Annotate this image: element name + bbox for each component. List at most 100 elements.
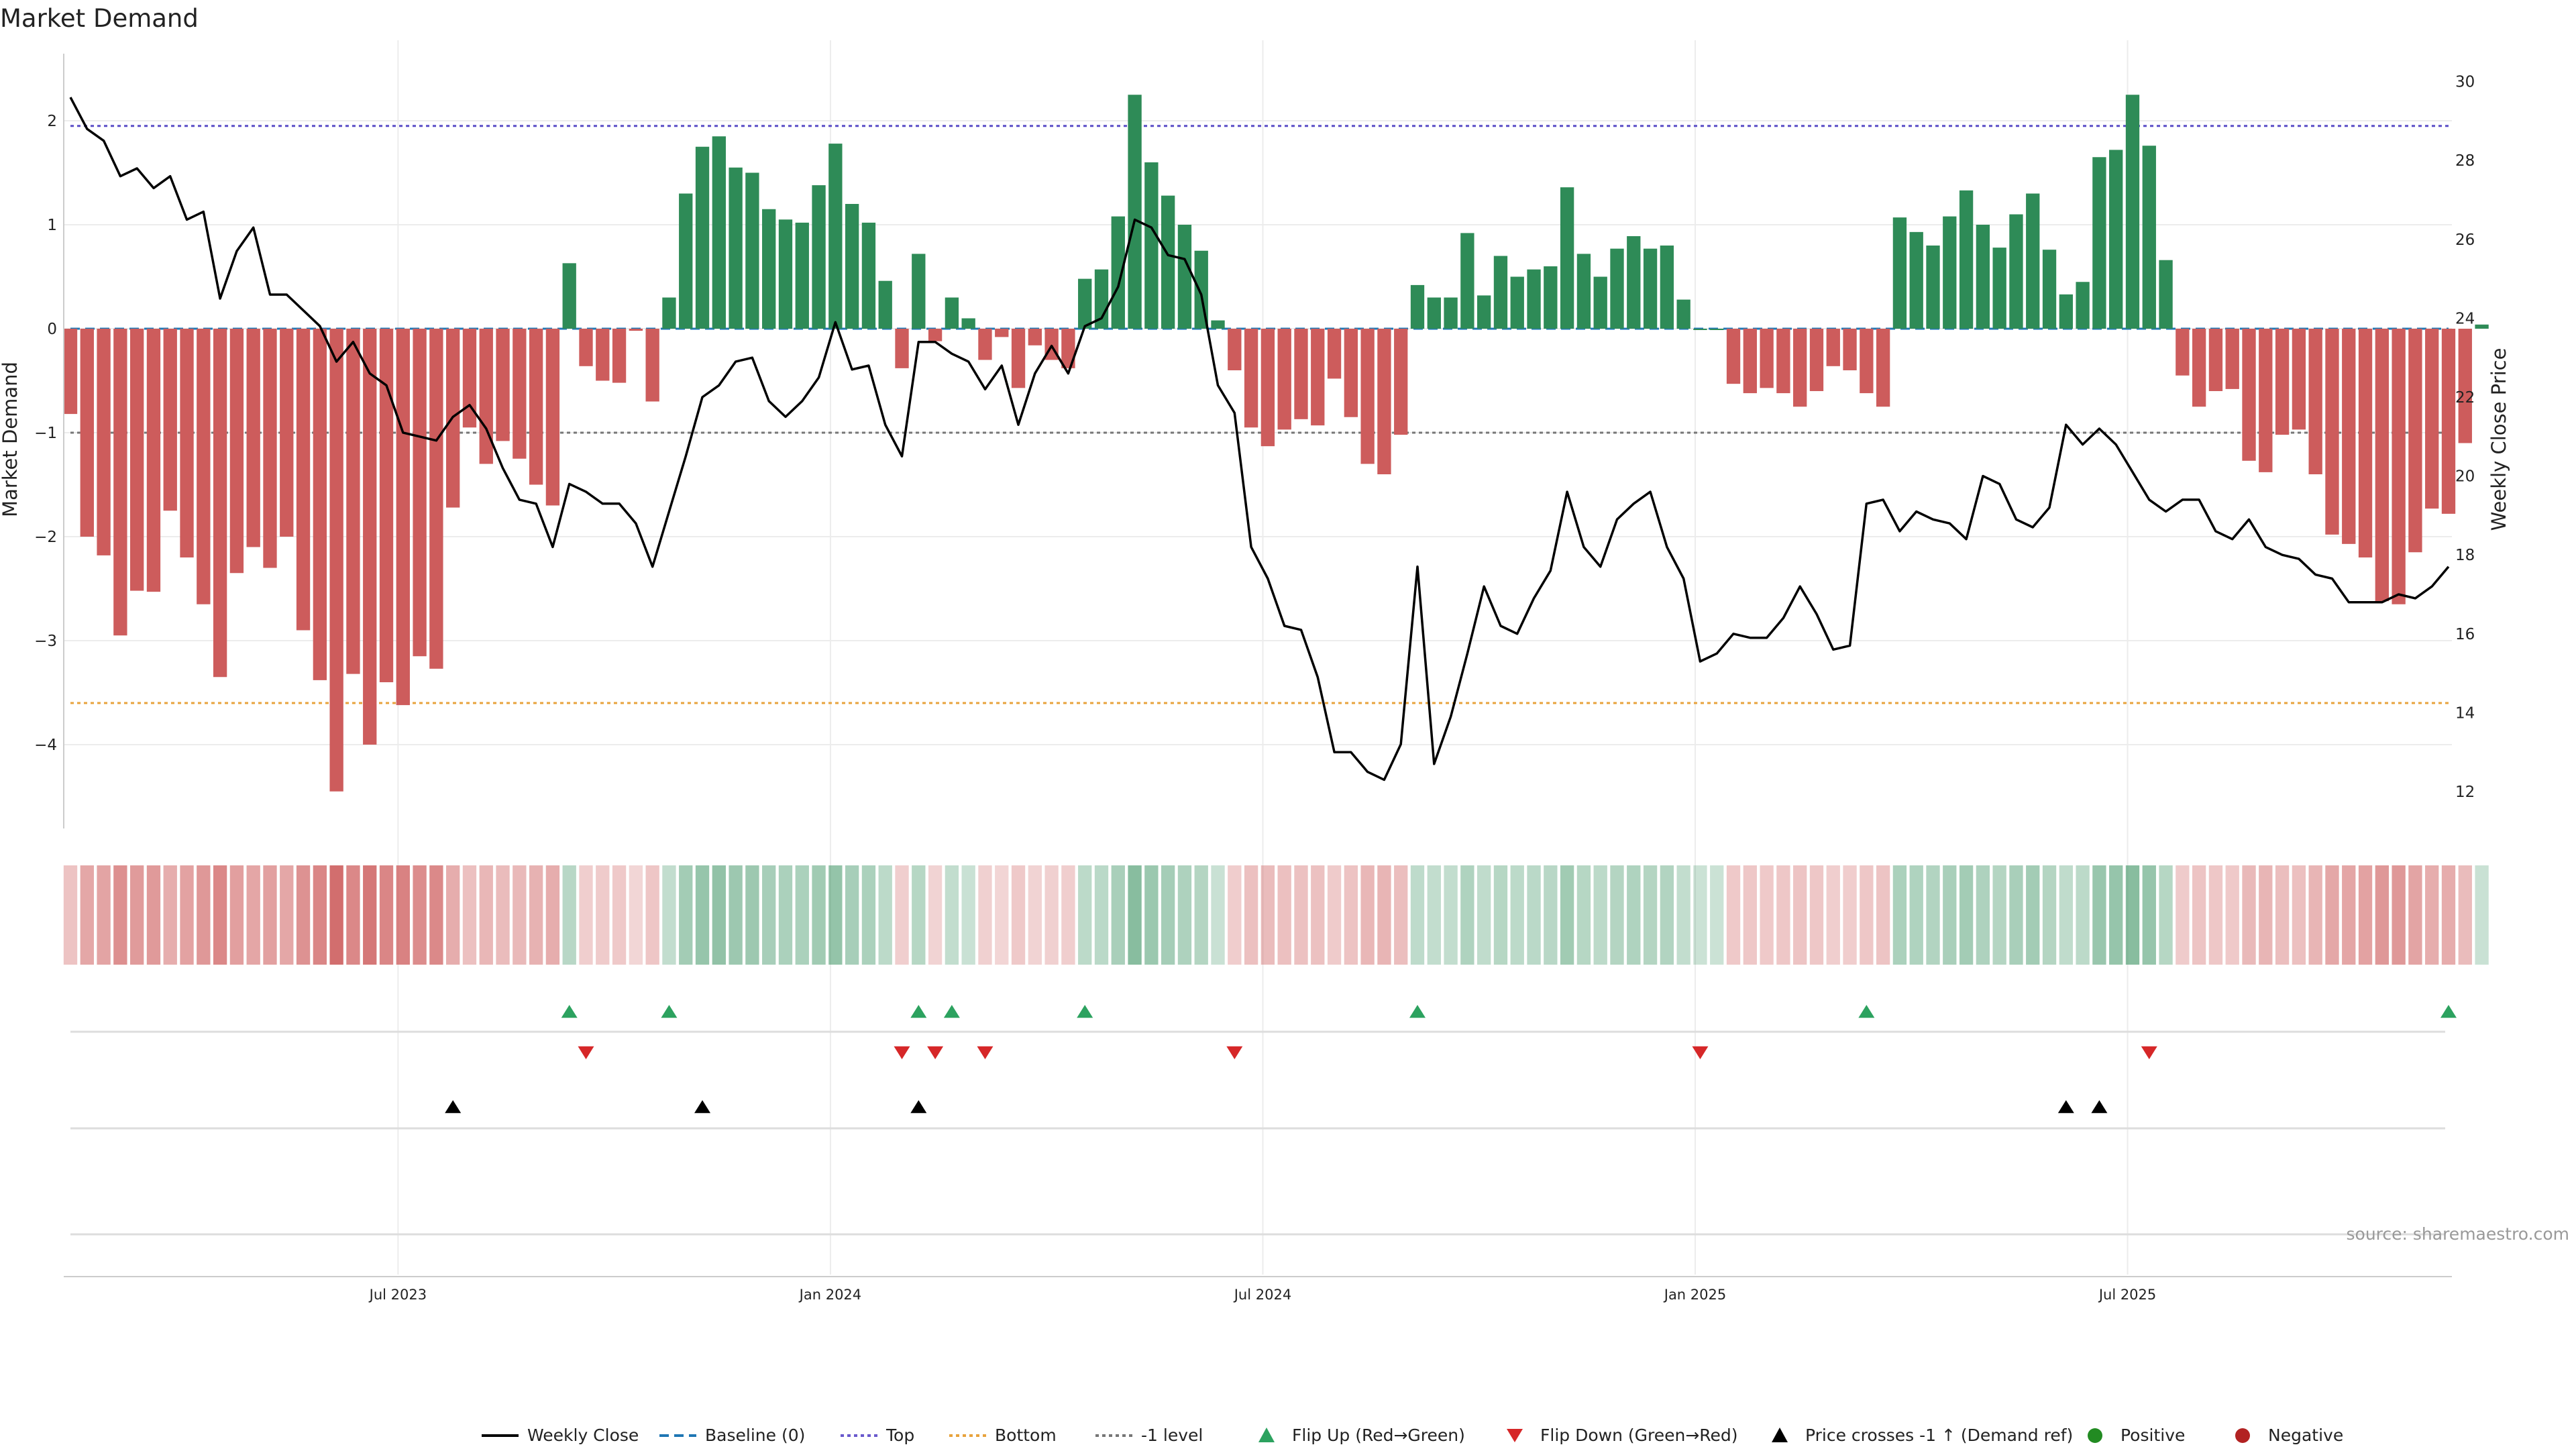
demand-bar [1477,295,1491,329]
strip-cell [97,865,111,965]
strip-cell [612,865,627,965]
demand-bar [2076,282,2090,329]
strip-cell [2059,865,2073,965]
demand-bar [629,329,643,331]
demand-bar [1211,320,1225,329]
legend-swatch [1258,1428,1275,1442]
strip-cell [1211,865,1225,965]
flip-up-marker [1077,1005,1093,1018]
strip-cell [1477,865,1491,965]
strip-cell [63,865,78,965]
strip-cell [213,865,227,965]
legend-label: Flip Up (Red→Green) [1292,1426,1465,1445]
strip-cell [1194,865,1208,965]
strip-cell [1926,865,1940,965]
demand-bar [2458,329,2472,443]
legend-item-weekly-close: Weekly Close [482,1426,639,1445]
flip-down-marker [894,1046,910,1059]
legend-item-baseline: Baseline (0) [659,1426,805,1445]
demand-bar [2109,150,2123,329]
strip-cell [912,865,926,965]
x-tick-label: Jan 2024 [798,1287,862,1303]
strip-cell [2242,865,2256,965]
y2-tick-label: 28 [2455,152,2475,170]
demand-bar [163,329,177,511]
strip-cell [1177,865,1192,965]
axes: 2 1 0 −1 −2 −3 −4 30 28 26 24 22 20 18 16 14 12 [34,54,2475,828]
strip-cell [1228,865,1242,965]
demand-bar [861,222,876,329]
y2-tick-label: 24 [2455,310,2475,327]
demand-bar [2009,214,2023,329]
demand-bar [2059,294,2073,329]
demand-bar [1809,329,1824,391]
demand-bar [1710,329,1724,330]
strip-cell [1460,865,1474,965]
x-tick-label: Jan 2025 [1663,1287,1727,1303]
strip-cell [2208,865,2223,965]
demand-bar [2042,250,2057,329]
strip-cell [2325,865,2339,965]
flip-down-marker [1692,1046,1709,1059]
demand-bar [146,329,161,592]
strip-cell [1493,865,1508,965]
legend-label: Price crosses -1 ↑ (Demand ref) [1805,1426,2073,1445]
demand-bar [878,280,892,329]
strip-cell [113,865,127,965]
strip-cell [1643,865,1658,965]
demand-bar [1676,299,1690,329]
demand-bar [1161,195,1175,329]
strip-cell [828,865,843,965]
demand-bar [2292,329,2306,430]
demand-bar [1177,225,1192,329]
strip-cell [1660,865,1674,965]
strip-cell [2375,865,2390,965]
legend-swatch [2088,1428,2102,1443]
strip-cell [263,865,277,965]
strip-cell [1593,865,1607,965]
strip-cell [2259,865,2273,965]
legend-label: Negative [2268,1426,2343,1445]
strip-cell [545,865,560,965]
demand-bar [1627,236,1641,329]
demand-bar [1427,297,1441,329]
demand-bar [1078,278,1092,329]
strip-cell [795,865,809,965]
y-axis-title: Market Demand [0,362,21,517]
strip-cell [928,865,943,965]
strip-cell [496,865,510,965]
price-cross-marker [2057,1100,2074,1114]
demand-bar [129,329,144,591]
strip-cell [462,865,477,965]
demand-bar [679,193,693,329]
demand-bar [596,329,610,381]
legend-swatch [2235,1428,2250,1443]
strip-cell [1560,865,1574,965]
strip-cell [1277,865,1291,965]
y-tick-label: −1 [34,425,57,442]
demand-bar [1111,216,1125,329]
strip-cell [679,865,693,965]
strip-cell [712,865,726,965]
strip-cell [1793,865,1807,965]
demand-bar [2092,157,2106,329]
demand-bar [2159,260,2173,329]
strip-cell [379,865,394,965]
legend-item-negative: Negative [2235,1426,2343,1445]
demand-bar [1260,329,1275,447]
strip-cell [1826,865,1840,965]
demand-bar [912,254,926,329]
strip-cell [2292,865,2306,965]
strip-cell [1610,865,1624,965]
strip-cell [329,865,343,965]
demand-bar [1493,256,1508,329]
strip-cell [1161,865,1175,965]
demand-bar [1560,187,1574,329]
flip-up-marker [943,1005,960,1018]
demand-bar [1860,329,1874,394]
strip-cell [1011,865,1026,965]
legend-swatch [1772,1428,1788,1442]
strip-cell [961,865,975,965]
strip-cell [280,865,294,965]
y-tick-label: 2 [47,113,57,130]
